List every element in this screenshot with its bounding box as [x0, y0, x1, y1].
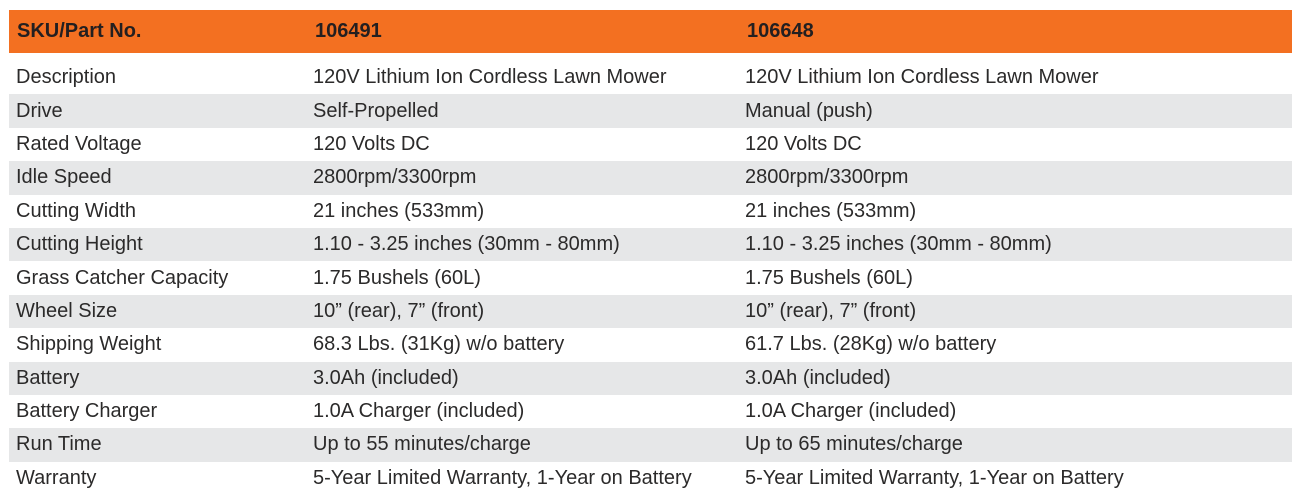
table-row: Shipping Weight 68.3 Lbs. (31Kg) w/o batt…: [9, 328, 1292, 361]
table-row: Description 120V Lithium Ion Cordless Law…: [9, 61, 1292, 94]
table-row: Wheel Size 10” (rear), 7” (front) 10” (rea…: [9, 294, 1292, 329]
row-label: Drive: [16, 99, 63, 122]
row-value-106648: 120 Volts DC: [745, 132, 862, 155]
table-row: Cutting Width 21 inches (533mm) 21 inches …: [9, 195, 1292, 228]
row-value-106491: 3.0Ah (included): [313, 366, 459, 389]
table-row: Battery 3.0Ah (included) 3.0Ah (included): [9, 361, 1292, 395]
table-header: SKU/Part No. 106491 106648: [9, 10, 1292, 53]
row-value-106491: 2800rpm/3300rpm: [313, 166, 477, 189]
table-row: Battery Charger 1.0A Charger (included) 1.…: [9, 395, 1292, 428]
row-value-106491: 21 inches (533mm): [313, 199, 485, 222]
row-label: Battery Charger: [16, 400, 158, 423]
row-value-106491: 1.75 Bushels (60L): [313, 266, 481, 289]
row-value-106648: Manual (push): [745, 99, 873, 122]
row-label: Run Time: [16, 433, 102, 456]
row-value-106648: 61.7 Lbs. (28Kg) w/o battery: [745, 333, 997, 356]
row-value-106491: 120V Lithium Ion Cordless Lawn Mower: [313, 66, 667, 89]
row-value-106491: Self-Propelled: [313, 99, 439, 122]
row-value-106648: 120V Lithium Ion Cordless Lawn Mower: [745, 66, 1099, 89]
row-value-106491: 68.3 Lbs. (31Kg) w/o battery: [313, 333, 565, 356]
row-label: Warranty: [16, 466, 97, 489]
row-value-106491: 10” (rear), 7” (front): [313, 299, 485, 322]
table-row: Drive Self-Propelled Manual (push): [9, 94, 1292, 128]
table-row: Run Time Up to 55 minutes/charge Up to 65 …: [9, 428, 1292, 462]
table-row: Idle Speed 2800rpm/3300rpm 2800rpm/3300rpm: [9, 161, 1292, 195]
row-label: Idle Speed: [16, 166, 112, 189]
row-value-106648: 1.10 - 3.25 inches (30mm - 80mm): [745, 233, 1052, 256]
row-label: Battery: [16, 366, 80, 389]
table-body: Description 120V Lithium Ion Cordless Law…: [9, 61, 1292, 495]
row-value-106648: 10” (rear), 7” (front): [745, 299, 917, 322]
table-row: Rated Voltage 120 Volts DC 120 Volts DC: [9, 128, 1292, 161]
row-label: Rated Voltage: [16, 132, 142, 155]
header-sku-2: 106648: [747, 20, 814, 42]
header-sku-1: 106491: [315, 20, 382, 42]
row-value-106648: 5-Year Limited Warranty, 1-Year on Batte…: [745, 466, 1124, 489]
row-value-106491: 5-Year Limited Warranty, 1-Year on Batte…: [313, 466, 692, 489]
row-value-106491: 120 Volts DC: [313, 132, 430, 155]
row-label: Description: [16, 66, 117, 89]
row-label: Grass Catcher Capacity: [16, 266, 229, 289]
row-label: Cutting Width: [16, 199, 137, 222]
table-row: Grass Catcher Capacity 1.75 Bushels (60L)…: [9, 261, 1292, 294]
row-value-106648: 1.75 Bushels (60L): [745, 266, 913, 289]
spec-table: SKU/Part No. 106491 106648 Description 12…: [9, 10, 1292, 495]
row-value-106648: 21 inches (533mm): [745, 199, 917, 222]
row-label: Shipping Weight: [16, 333, 162, 356]
row-value-106491: 1.0A Charger (included): [313, 400, 525, 423]
row-label: Wheel Size: [16, 299, 118, 322]
row-value-106491: Up to 55 minutes/charge: [313, 433, 531, 456]
row-value-106648: Up to 65 minutes/charge: [745, 433, 963, 456]
table-row: Warranty 5-Year Limited Warranty, 1-Year …: [9, 462, 1292, 495]
table-row: Cutting Height 1.10 - 3.25 inches (30mm -…: [9, 227, 1292, 262]
row-value-106648: 1.0A Charger (included): [745, 400, 957, 423]
row-value-106648: 3.0Ah (included): [745, 366, 891, 389]
header-label: SKU/Part No.: [17, 20, 142, 42]
row-value-106648: 2800rpm/3300rpm: [745, 166, 909, 189]
row-label: Cutting Height: [16, 233, 143, 256]
row-value-106491: 1.10 - 3.25 inches (30mm - 80mm): [313, 233, 620, 256]
